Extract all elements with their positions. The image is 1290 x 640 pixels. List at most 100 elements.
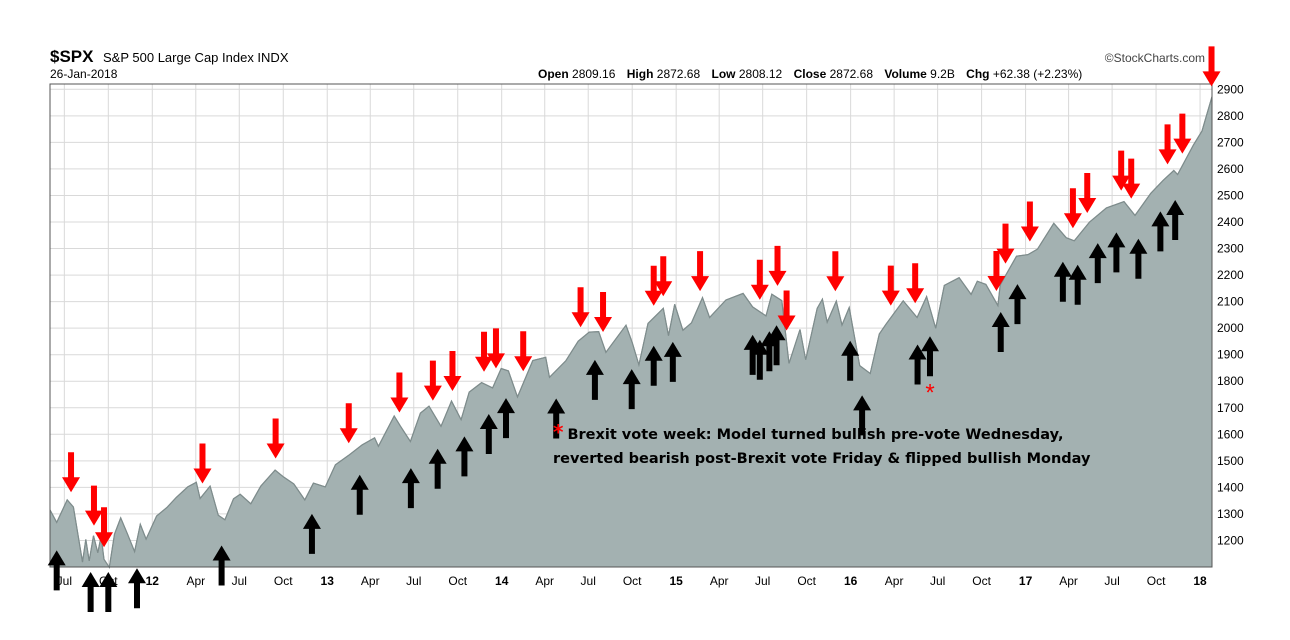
annotation-text-1: Brexit vote week: Model turned bullish p… <box>567 427 1064 443</box>
sell-arrow <box>1063 188 1082 229</box>
sell-arrow <box>423 360 442 401</box>
sell-arrow <box>475 331 494 372</box>
plot-border <box>49 83 1213 568</box>
sell-arrow <box>644 265 663 306</box>
x-tick-label: Apr <box>361 574 380 588</box>
x-tick-label: Jul <box>1104 574 1119 588</box>
source-credit: ©StockCharts.com <box>1104 51 1205 65</box>
buy-arrow <box>1088 243 1107 284</box>
x-tick-label: Jul <box>406 574 421 588</box>
sell-arrow <box>777 290 796 331</box>
annotation-line-1: * Brexit vote week: Model turned bullish … <box>553 420 1063 444</box>
sell-arrow <box>1112 150 1131 191</box>
buy-arrow <box>401 468 420 509</box>
x-tick-label: Apr <box>535 574 554 588</box>
x-tick-label: 15 <box>669 574 683 588</box>
y-tick-label: 1800 <box>1217 374 1244 388</box>
open-label: Open <box>538 67 569 81</box>
sell-arrow <box>691 251 710 292</box>
sell-signal-arrows <box>62 46 1221 548</box>
sell-arrow <box>1078 172 1097 213</box>
y-tick-label: 2000 <box>1217 321 1244 335</box>
x-tick-label: Oct <box>1147 574 1166 588</box>
ticker-symbol: $SPX <box>50 47 94 66</box>
low-value: 2808.12 <box>738 67 783 81</box>
chart-date: 26-Jan-2018 <box>50 67 118 81</box>
buy-arrow <box>750 339 769 380</box>
sell-arrow <box>193 443 212 484</box>
buy-arrow <box>479 414 498 455</box>
buy-arrow <box>127 568 146 609</box>
x-tick-label: Oct <box>972 574 991 588</box>
sell-arrow <box>514 331 533 372</box>
buy-arrow <box>767 325 786 366</box>
sell-arrow <box>594 292 613 333</box>
y-tick-label: 1400 <box>1217 480 1244 494</box>
sell-arrow <box>339 403 358 444</box>
sell-arrow <box>826 251 845 292</box>
high-label: High <box>626 67 654 81</box>
price-line <box>49 96 1213 569</box>
x-tick-label: Jul <box>581 574 596 588</box>
y-tick-label: 1600 <box>1217 427 1244 441</box>
x-tick-label: 16 <box>844 574 858 588</box>
x-tick-label: 14 <box>495 574 509 588</box>
sell-arrow <box>1020 201 1039 242</box>
buy-arrow <box>1053 261 1072 302</box>
annotation-line-2: reverted bearish post-Brexit vote Friday… <box>553 451 1091 467</box>
sell-arrow <box>768 245 787 286</box>
x-tick-label: Oct <box>797 574 816 588</box>
close-label: Close <box>793 67 827 81</box>
x-tick-label: 12 <box>146 574 160 588</box>
sell-arrow <box>1122 158 1141 199</box>
buy-signal-arrows <box>47 200 1185 612</box>
sell-arrow <box>95 507 114 548</box>
x-tick-label: Oct <box>274 574 293 588</box>
annotation-star: * <box>553 420 564 444</box>
buy-arrow <box>47 550 66 591</box>
chg-label: Chg <box>966 67 990 81</box>
brexit-marker: * <box>925 380 934 407</box>
buy-arrow <box>1008 284 1027 325</box>
buy-arrow <box>644 345 663 386</box>
buy-arrow <box>350 474 369 515</box>
buy-arrow <box>212 545 231 586</box>
price-area <box>49 96 1213 569</box>
buy-arrow <box>547 398 566 439</box>
buy-arrow <box>302 513 321 554</box>
sell-arrow <box>1202 46 1221 87</box>
buy-arrow <box>622 369 641 410</box>
high-value: 2872.68 <box>656 67 701 81</box>
ohlc-readout: Open 2809.16 High 2872.68 Low 2808.12 Cl… <box>538 67 1090 81</box>
y-axis: 1200 1300 1400 1500 1600 1700 1800 1900 2000 2100… <box>1217 82 1244 547</box>
low-label: Low <box>711 67 736 81</box>
x-tick-label: 13 <box>321 574 335 588</box>
y-tick-label: 2100 <box>1217 295 1244 309</box>
y-tick-label: 2300 <box>1217 242 1244 256</box>
y-tick-label: 1200 <box>1217 533 1244 547</box>
x-axis: Jul Oct 12 Apr Jul Oct 13 Apr Jul Oct 14 Apr Jul Oct 1… <box>57 574 1207 588</box>
x-tick-label: Jul <box>57 574 72 588</box>
sell-arrow <box>881 265 900 306</box>
buy-arrow <box>99 572 118 612</box>
buy-arrow <box>455 436 474 477</box>
buy-arrow <box>1129 238 1148 279</box>
x-tick-label: Oct <box>448 574 467 588</box>
volume-label: Volume <box>884 67 927 81</box>
index-name: S&P 500 Large Cap Index INDX <box>103 50 289 65</box>
x-tick-label: 18 <box>1193 574 1207 588</box>
plot-frame <box>49 83 1213 568</box>
buy-arrow <box>663 341 682 382</box>
sell-arrow <box>390 372 409 413</box>
x-tick-label: Apr <box>186 574 205 588</box>
sell-arrow <box>987 251 1006 292</box>
y-tick-label: 2600 <box>1217 162 1244 176</box>
y-tick-label: 1300 <box>1217 507 1244 521</box>
sell-arrow <box>1158 124 1177 165</box>
x-tick-label: 17 <box>1019 574 1033 588</box>
buy-arrow <box>428 448 447 489</box>
y-tick-label: 2200 <box>1217 268 1244 282</box>
sell-arrow <box>996 223 1015 264</box>
x-tick-label: Jul <box>930 574 945 588</box>
